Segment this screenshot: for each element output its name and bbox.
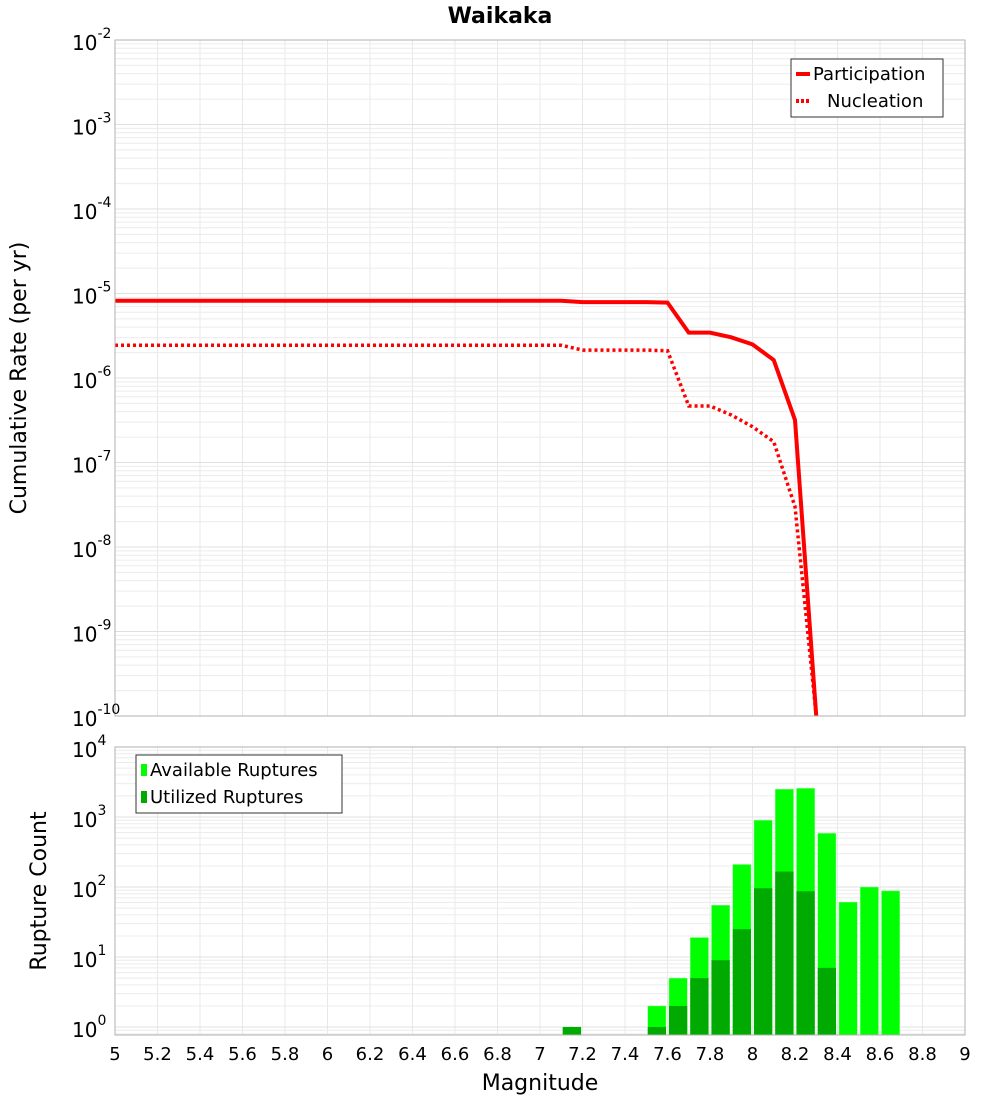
y-tick-label: 10-8 — [72, 533, 111, 562]
x-tick-label: 6.6 — [441, 1044, 470, 1065]
bar-utilized-ruptures — [817, 967, 836, 1035]
y-tick-base: 10 — [72, 538, 97, 562]
y-tick-base: 10 — [72, 200, 97, 224]
y-tick-exponent: -2 — [97, 26, 111, 42]
x-tick-label: 5.6 — [228, 1044, 257, 1065]
bar-available-ruptures — [860, 886, 879, 1036]
y-tick-exponent: 0 — [97, 1013, 106, 1029]
legend-top: Participation Nucleation — [790, 58, 944, 118]
y-tick-exponent: 2 — [97, 873, 106, 889]
y-tick-base: 10 — [72, 738, 97, 762]
legend-box — [790, 58, 944, 118]
y-tick-base: 10 — [72, 948, 97, 972]
y-tick-base: 10 — [72, 31, 97, 55]
y-tick-exponent: -10 — [97, 702, 120, 718]
legend-swatch — [141, 764, 147, 776]
bar-utilized-ruptures — [562, 1027, 581, 1035]
plot-frame-bottom — [114, 746, 966, 1036]
legend-label: Nucleation — [827, 91, 923, 112]
x-tick-label: 6.8 — [483, 1044, 512, 1065]
legend-box — [135, 754, 343, 814]
legend-bottom: Available Ruptures Utilized Ruptures — [135, 754, 343, 814]
y-tick-exponent: -7 — [97, 449, 111, 465]
x-tick-label: 5.4 — [186, 1044, 215, 1065]
y-tick-exponent: 3 — [97, 803, 106, 819]
y-tick-base: 10 — [72, 454, 97, 478]
x-tick-label: 6.2 — [356, 1044, 385, 1065]
x-tick-label: 6 — [322, 1044, 333, 1065]
bar-utilized-ruptures — [669, 1005, 688, 1035]
x-tick-label: 9 — [959, 1044, 970, 1065]
y-tick-exponent: -4 — [97, 195, 111, 211]
x-tick-label: 7.8 — [696, 1044, 725, 1065]
y-tick-exponent: -8 — [97, 533, 111, 549]
y-tick-label: 10-9 — [72, 618, 111, 647]
x-tick-label: 7 — [534, 1044, 545, 1065]
y-tick-exponent: -3 — [97, 111, 111, 127]
x-tick-label: 8.4 — [823, 1044, 852, 1065]
y-tick-base: 10 — [72, 1018, 97, 1042]
y-tick-base: 10 — [72, 878, 97, 902]
x-tick-label: 8.8 — [908, 1044, 937, 1065]
legend-label: Available Ruptures — [150, 760, 318, 781]
y-tick-exponent: 1 — [97, 943, 106, 959]
x-tick-label: 8.2 — [781, 1044, 810, 1065]
x-tick-label: 8.6 — [866, 1044, 895, 1065]
legend-label: Utilized Ruptures — [150, 787, 303, 808]
y-tick-label: 10-5 — [72, 280, 111, 309]
x-tick-label: 7.6 — [653, 1044, 682, 1065]
bar-available-ruptures — [881, 890, 900, 1036]
y-tick-label: 10-10 — [72, 702, 120, 731]
y-tick-label: 100 — [72, 1013, 106, 1042]
y-tick-exponent: -6 — [97, 364, 111, 380]
y-tick-base: 10 — [72, 285, 97, 309]
legend-swatch — [141, 791, 147, 803]
bar-utilized-ruptures — [796, 891, 815, 1035]
plot-frame-top — [114, 39, 966, 717]
y-tick-label: 104 — [72, 733, 106, 762]
y-tick-label: 102 — [72, 873, 106, 902]
y-tick-base: 10 — [72, 707, 97, 731]
chart-title: Waikaka — [448, 4, 553, 29]
x-tick-label: 5.8 — [271, 1044, 300, 1065]
y-tick-base: 10 — [72, 116, 97, 140]
y-tick-label: 103 — [72, 803, 106, 832]
y-tick-label: 10-4 — [72, 195, 112, 224]
bar-utilized-ruptures — [711, 960, 730, 1035]
y-tick-exponent: -5 — [97, 280, 111, 296]
y-tick-base: 10 — [72, 369, 97, 393]
bar-utilized-ruptures — [775, 871, 794, 1035]
y-tick-base: 10 — [72, 808, 97, 832]
y-tick-label: 10-3 — [72, 111, 111, 140]
x-tick-label: 7.4 — [611, 1044, 640, 1065]
series-line-nucleation — [115, 343, 818, 717]
y-tick-exponent: -9 — [97, 618, 111, 634]
x-axis-label: Magnitude — [482, 1071, 599, 1096]
y-axis-label-bottom: Rupture Count — [27, 811, 52, 971]
y-tick-label: 101 — [72, 943, 106, 972]
y-tick-exponent: 4 — [97, 733, 106, 749]
x-tick-label: 5 — [109, 1044, 120, 1065]
legend-label: Participation — [813, 64, 925, 85]
y-tick-base: 10 — [72, 623, 97, 647]
bar-utilized-ruptures — [754, 888, 773, 1035]
x-tick-label: 6.4 — [398, 1044, 427, 1065]
x-tick-label: 7.2 — [568, 1044, 597, 1065]
bar-utilized-ruptures — [690, 978, 709, 1035]
series-line-participation — [115, 298, 819, 717]
y-axis-label-top: Cumulative Rate (per yr) — [7, 242, 32, 515]
y-tick-label: 10-2 — [72, 26, 111, 55]
x-tick-label: 8 — [747, 1044, 758, 1065]
bar-utilized-ruptures — [732, 929, 751, 1035]
x-tick-label: 5.2 — [143, 1044, 172, 1065]
y-tick-label: 10-6 — [72, 364, 112, 393]
bar-utilized-ruptures — [647, 1027, 666, 1035]
bar-available-ruptures — [838, 901, 858, 1036]
y-tick-label: 10-7 — [72, 449, 111, 478]
